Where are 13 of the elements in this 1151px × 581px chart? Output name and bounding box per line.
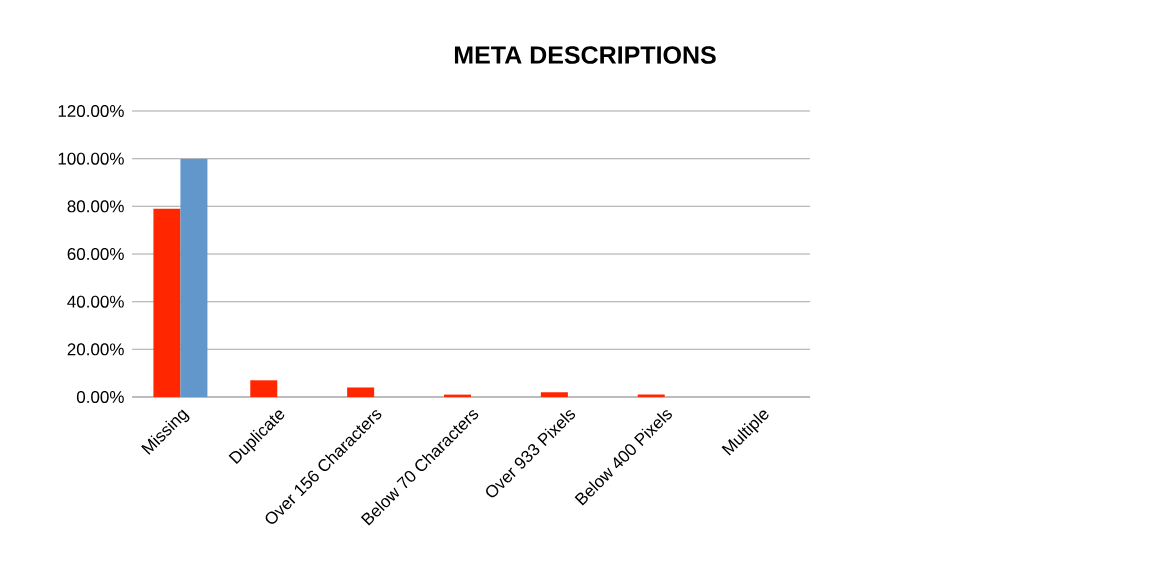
y-tick-label: 0.00%: [76, 390, 124, 404]
y-tick-label: 40.00%: [67, 295, 124, 308]
y-tick-label: 20.00%: [67, 343, 124, 356]
y-tick-label: 100.00%: [58, 152, 124, 165]
y-tick-label: 120.00%: [58, 104, 124, 118]
chart-title: META DESCRIPTIONS: [454, 46, 716, 64]
bar: [250, 380, 278, 397]
bar: [540, 392, 568, 397]
bar: [153, 208, 181, 397]
y-tick-label: 60.00%: [67, 247, 124, 261]
bar: [180, 158, 208, 397]
bar: [347, 387, 375, 397]
y-tick-label: 80.00%: [67, 200, 124, 213]
